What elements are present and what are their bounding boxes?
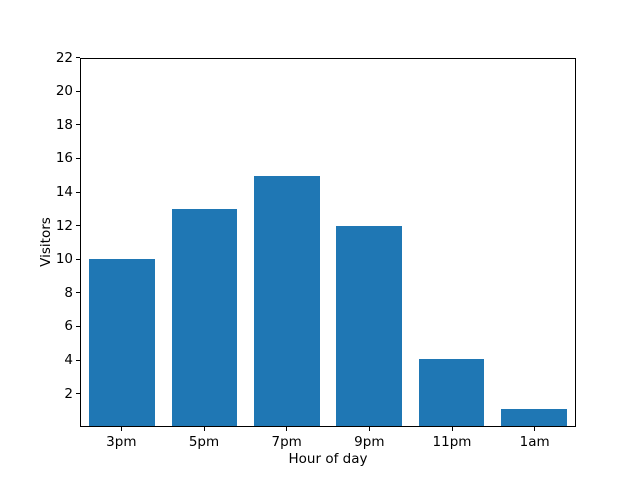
y-tick-label-2: 2	[64, 385, 73, 402]
x-tick-mark	[451, 427, 453, 432]
y-tick-mark	[76, 90, 80, 92]
y-tick-mark	[76, 325, 80, 327]
y-tick-mark	[76, 57, 80, 59]
y-tick-mark	[76, 157, 80, 159]
bar-3pm	[89, 259, 156, 427]
x-tick-mark	[203, 427, 205, 432]
x-tick-label-1am: 1am	[519, 434, 550, 450]
y-tick-label-6: 6	[64, 318, 73, 335]
x-tick-label-9pm: 9pm	[354, 434, 385, 450]
y-tick-label-12: 12	[55, 217, 73, 234]
y-tick-label-4: 4	[64, 352, 73, 368]
y-tick-mark	[76, 359, 80, 361]
y-tick-mark	[76, 393, 80, 395]
y-tick-mark	[76, 191, 80, 193]
bar-7pm	[253, 175, 320, 427]
y-tick-mark	[76, 258, 80, 260]
bar-9pm	[336, 225, 403, 427]
y-tick-mark	[76, 292, 80, 294]
x-tick-mark	[286, 427, 288, 432]
x-tick-mark	[534, 427, 536, 432]
plot-area	[80, 57, 576, 428]
y-tick-label-10: 10	[55, 251, 73, 268]
y-tick-mark	[76, 225, 80, 227]
x-tick-label-5pm: 5pm	[188, 434, 220, 450]
y-tick-label-22: 22	[55, 49, 73, 66]
y-tick-label-18: 18	[55, 116, 73, 133]
x-axis-label: Hour of day	[288, 451, 368, 467]
x-tick-mark	[120, 427, 122, 432]
y-tick-label-16: 16	[55, 150, 73, 167]
bar-5pm	[171, 208, 238, 427]
y-tick-mark	[76, 124, 80, 126]
x-tick-label-11pm: 11pm	[432, 434, 472, 450]
x-tick-label-7pm: 7pm	[271, 434, 302, 450]
y-tick-label-20: 20	[55, 83, 73, 100]
y-tick-label-8: 8	[64, 284, 73, 301]
x-tick-label-3pm: 3pm	[106, 434, 137, 450]
x-tick-mark	[368, 427, 370, 432]
bar-1am	[500, 409, 567, 427]
bar-11pm	[418, 359, 485, 427]
y-tick-label-14: 14	[55, 184, 73, 200]
